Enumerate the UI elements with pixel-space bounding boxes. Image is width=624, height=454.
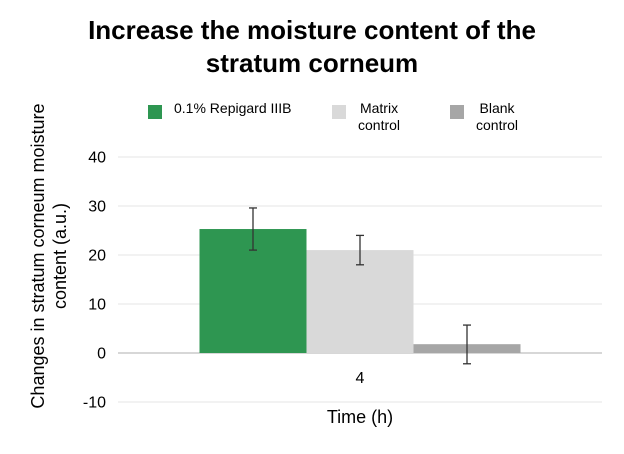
- legend-label-repigard: 0.1% Repigard IIIB: [174, 100, 292, 116]
- y-tick-label-10: 10: [88, 297, 106, 314]
- legend: 0.1% Repigard IIIB Matrix control Blank …: [0, 100, 624, 140]
- chart-title-line-2: stratum corneum: [205, 48, 419, 78]
- x-tick-label-0: 4: [356, 370, 365, 387]
- y-axis-title-line-2: content (a.u.): [50, 203, 70, 309]
- y-tick-label-40: 40: [88, 150, 106, 167]
- y-axis-title-line-1: Changes in stratum corneum moisture: [28, 103, 48, 408]
- legend-swatch-blank-control: [450, 105, 464, 119]
- y-tick-label-0: 0: [97, 346, 106, 363]
- y-axis-title: Changes in stratum corneum moisture conte…: [28, 103, 70, 408]
- legend-item-repigard: 0.1% Repigard IIIB: [148, 100, 292, 119]
- y-tick-label-20: 20: [88, 248, 106, 265]
- legend-swatch-repigard: [148, 105, 162, 119]
- chart-title: Increase the moisture content of the str…: [0, 14, 624, 80]
- bar-1: [306, 250, 414, 353]
- legend-item-matrix-control: Matrix control: [332, 100, 400, 134]
- legend-label-matrix-control: Matrix control: [358, 100, 401, 133]
- y-tick-label-30: 30: [88, 199, 106, 216]
- x-axis-title: Time (h): [327, 407, 393, 427]
- y-tick-label--10: -10: [83, 395, 106, 412]
- legend-label-blank-control: Blank control: [476, 100, 519, 133]
- legend-item-blank-control: Blank control: [450, 100, 518, 134]
- chart-title-line-1: Increase the moisture content of the: [88, 15, 536, 45]
- legend-swatch-matrix-control: [332, 105, 346, 119]
